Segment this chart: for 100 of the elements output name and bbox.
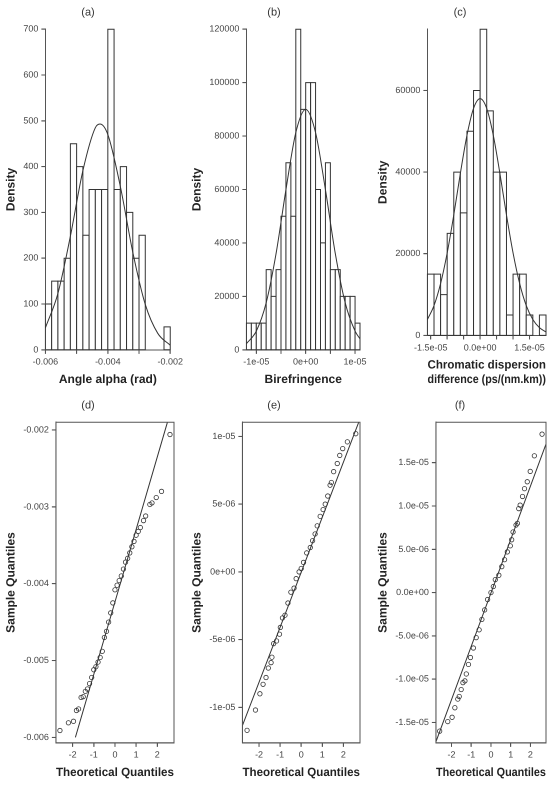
point — [125, 556, 130, 561]
y-tick-label: -5.0e-06 — [395, 630, 429, 640]
point — [509, 537, 514, 542]
point — [86, 681, 92, 686]
point — [337, 452, 342, 458]
x-tick-label: 1 — [134, 750, 139, 760]
point — [134, 532, 139, 538]
y-tick-label: -1.5e-05 — [395, 716, 429, 727]
point — [532, 453, 537, 458]
x-axis-title: Angle alpha (rad) — [58, 372, 157, 386]
point — [140, 518, 146, 524]
x-tick-label: 0.0e+00 — [464, 342, 497, 352]
y-axis-title: Density — [190, 168, 204, 212]
x-tick-label: -0.002 — [157, 356, 184, 367]
x-tick-label: 0 — [112, 750, 118, 760]
point — [334, 460, 340, 466]
chart-title: (a) — [81, 6, 95, 19]
point — [322, 502, 328, 507]
y-tick-label: 500 — [23, 115, 38, 126]
point — [520, 494, 526, 500]
y-tick-label: -0.006 — [23, 732, 49, 742]
x-axis-title: Chromatic dispersion difference (ps/(nm.km)) — [428, 358, 546, 386]
y-tick-label: 400 — [23, 161, 38, 172]
y-tick-label: 0.0e+00 — [396, 587, 429, 598]
point — [276, 632, 282, 637]
point — [344, 439, 350, 444]
chart-title: (c) — [454, 6, 466, 19]
point — [82, 688, 88, 694]
point — [136, 528, 141, 534]
y-tick-label: 1e-05 — [212, 430, 236, 441]
x-tick-label: -0.004 — [95, 356, 121, 367]
point — [288, 590, 294, 595]
point — [450, 714, 455, 720]
point — [95, 659, 101, 665]
y-tick-label: -0.004 — [23, 578, 49, 588]
point — [102, 634, 107, 640]
point — [131, 538, 137, 544]
chart-title: (b) — [267, 6, 281, 19]
point — [504, 549, 510, 554]
y-tick-label: 5.0e-06 — [398, 544, 429, 554]
point — [252, 707, 258, 713]
y-tick-label: 1.5e-05 — [398, 457, 429, 468]
point — [78, 694, 84, 700]
point — [110, 600, 116, 606]
point — [468, 654, 474, 660]
point — [91, 667, 96, 672]
point — [479, 616, 484, 622]
point — [122, 560, 128, 565]
x-tick-label: 0e+00 — [293, 356, 318, 367]
y-axis-title: Density — [376, 160, 390, 204]
point — [98, 654, 103, 660]
point — [147, 502, 152, 508]
point — [492, 577, 498, 582]
x-tick-label: -1 — [467, 750, 476, 760]
point — [353, 431, 358, 436]
x-tick-label: 1 — [508, 750, 514, 760]
y-axis-title: Density — [4, 168, 18, 212]
y-tick-label: -1e-05 — [209, 702, 236, 712]
x-tick-label: -1 — [90, 750, 98, 760]
point — [458, 686, 464, 692]
point — [470, 645, 476, 651]
point — [129, 544, 134, 550]
point — [296, 569, 302, 574]
point — [320, 506, 326, 512]
point — [291, 586, 297, 591]
x-tick-label: -1.5e-05 — [414, 342, 448, 352]
point — [158, 488, 164, 494]
point — [257, 691, 263, 696]
x-axis-title: Theoretical Quantiles — [242, 766, 360, 780]
x-tick-label: 1e-05 — [344, 356, 367, 367]
y-tick-label: -0.003 — [23, 501, 49, 512]
point — [269, 654, 275, 660]
point — [308, 544, 313, 550]
point — [154, 494, 159, 500]
y-tick-label: 5e-06 — [212, 498, 236, 509]
point — [452, 705, 458, 710]
x-tick-label: 2 — [340, 750, 346, 760]
point — [314, 523, 320, 528]
point — [310, 538, 316, 544]
chart-title: (e) — [267, 400, 281, 412]
x-tick-label: -2 — [68, 750, 77, 760]
point — [524, 479, 530, 484]
point — [100, 648, 105, 654]
point — [108, 610, 114, 616]
point — [522, 486, 528, 492]
point — [294, 576, 299, 582]
point — [74, 708, 80, 714]
point — [460, 680, 466, 686]
point — [278, 624, 283, 630]
point — [263, 674, 269, 680]
y-tick-label: 60000 — [214, 184, 240, 194]
point — [516, 506, 522, 512]
y-tick-label: 100 — [23, 298, 38, 308]
point — [138, 524, 143, 530]
point — [466, 662, 472, 668]
point — [93, 664, 99, 670]
x-axis-title: Theoretical Quantiles — [436, 766, 546, 780]
point — [149, 500, 155, 506]
y-tick-label: 80000 — [214, 130, 240, 141]
x-tick-label: -2 — [255, 750, 264, 760]
